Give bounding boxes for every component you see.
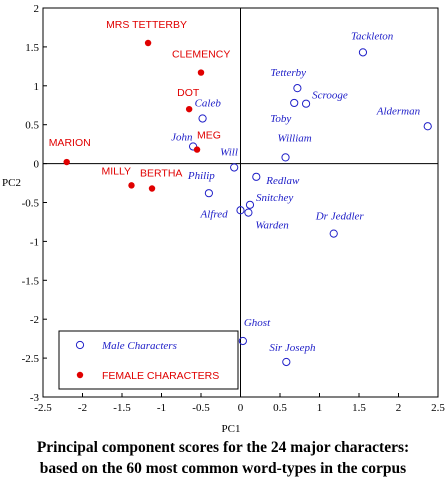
female-point — [148, 185, 156, 192]
male-point — [245, 200, 255, 209]
y-tick-label: 1.5 — [25, 42, 39, 54]
female-point — [63, 158, 70, 166]
x-axis-title: PC1 — [222, 423, 241, 435]
male-point — [293, 84, 302, 93]
legend-male-label: Male Characters — [101, 340, 177, 352]
female-point-label: DOT — [177, 87, 200, 99]
x-tick-label: 0.5 — [273, 402, 287, 414]
female-point-label: MILLY — [101, 165, 131, 177]
male-point-label: Snitchey — [256, 192, 293, 204]
female-point — [185, 105, 193, 113]
x-tick-label: -2.5 — [34, 402, 52, 414]
x-axis-ticks: -2.5 -2 -1.5 -1 -0.5 0 0.5 1 1.5 2 2.5 — [34, 393, 445, 414]
male-point — [230, 163, 239, 172]
female-point-label: BERTHA — [140, 167, 182, 179]
point-labels: Tackleton Tetterby Scrooge Toby Alderman Cale… — [49, 19, 421, 354]
y-tick-label: 1 — [34, 81, 40, 93]
y-tick-label: -3 — [30, 392, 40, 404]
y-tick-label: -2 — [30, 314, 39, 326]
female-point-label: MEG — [197, 130, 221, 142]
x-tick-label: -0.5 — [192, 402, 210, 414]
y-tick-label: -1 — [30, 236, 39, 248]
male-point — [290, 98, 299, 108]
x-tick-label: 2 — [396, 402, 402, 414]
male-point-label: Alfred — [200, 208, 229, 220]
male-point-label: Philip — [187, 170, 215, 182]
male-point-label: Tackleton — [351, 30, 394, 42]
male-point-label: Dr Jeddler — [315, 211, 365, 223]
male-point — [204, 189, 213, 198]
female-point-label: MARION — [49, 137, 91, 149]
caption-line-1: Principal component scores for the 24 ma… — [36, 439, 410, 456]
data-points — [63, 39, 432, 367]
female-point-label: MRS TETTERBY — [106, 19, 187, 31]
reference-lines — [43, 8, 438, 397]
y-tick-label: -2.5 — [22, 353, 40, 365]
male-point — [301, 99, 311, 108]
x-tick-label: -2 — [78, 402, 87, 414]
male-point-label: Tetterby — [270, 67, 306, 79]
male-point — [423, 122, 432, 131]
female-point — [193, 146, 201, 153]
male-point — [198, 114, 207, 123]
male-point — [281, 153, 290, 162]
y-tick-label: 0 — [34, 159, 40, 171]
male-point-label: Ghost — [244, 317, 271, 329]
figure-caption: Principal component scores for the 24 ma… — [0, 437, 446, 479]
female-point-label: CLEMENCY — [172, 49, 230, 61]
male-point — [252, 172, 261, 181]
male-point-label: Sir Joseph — [269, 342, 316, 354]
male-point-label: Toby — [270, 113, 291, 125]
y-axis-title: PC2 — [2, 177, 21, 189]
male-point-label: John — [171, 131, 193, 143]
y-axis-ticks: 2 1.5 1 0.5 0 -0.5 -1 -1.5 -2 -2.5 -3 — [22, 3, 47, 404]
y-tick-label: -0.5 — [22, 198, 40, 210]
female-point — [128, 182, 135, 189]
legend: Male Characters FEMALE CHARACTERS — [58, 330, 239, 390]
legend-female-label: FEMALE CHARACTERS — [102, 370, 219, 382]
male-point — [358, 48, 368, 57]
scatter-chart: -2.5 -2 -1.5 -1 -0.5 0 0.5 1 1.5 2 2.5 2 1.5 1 0.5 0 -0… — [2, 3, 445, 435]
male-point-label: Will — [220, 146, 238, 158]
female-point — [144, 39, 152, 47]
male-point-label: Scrooge — [312, 90, 348, 102]
male-point — [244, 208, 253, 217]
male-point-label: Caleb — [195, 97, 222, 109]
female-point — [197, 69, 205, 76]
male-point-label: William — [278, 132, 312, 144]
x-tick-label: 1 — [317, 402, 323, 414]
male-point — [236, 206, 245, 215]
male-point-label: Alderman — [376, 105, 421, 117]
male-point — [329, 229, 338, 238]
x-tick-label: 0 — [238, 402, 244, 414]
legend-box — [58, 330, 239, 390]
y-tick-label: 0.5 — [25, 120, 39, 132]
x-tick-label: 2.5 — [431, 402, 445, 414]
x-tick-label: 1.5 — [352, 402, 366, 414]
caption-line-2: based on the 60 most common word-types i… — [39, 460, 407, 477]
male-point — [282, 357, 291, 367]
male-point-label: Warden — [255, 220, 289, 232]
x-tick-label: -1 — [157, 402, 166, 414]
y-tick-label: -1.5 — [22, 275, 40, 287]
y-tick-label: 2 — [34, 3, 40, 15]
legend-female-marker — [76, 371, 84, 379]
legend-male-marker — [75, 340, 85, 350]
male-point-label: Redlaw — [265, 175, 300, 187]
male-point — [238, 336, 247, 346]
x-tick-label: -1.5 — [113, 402, 131, 414]
